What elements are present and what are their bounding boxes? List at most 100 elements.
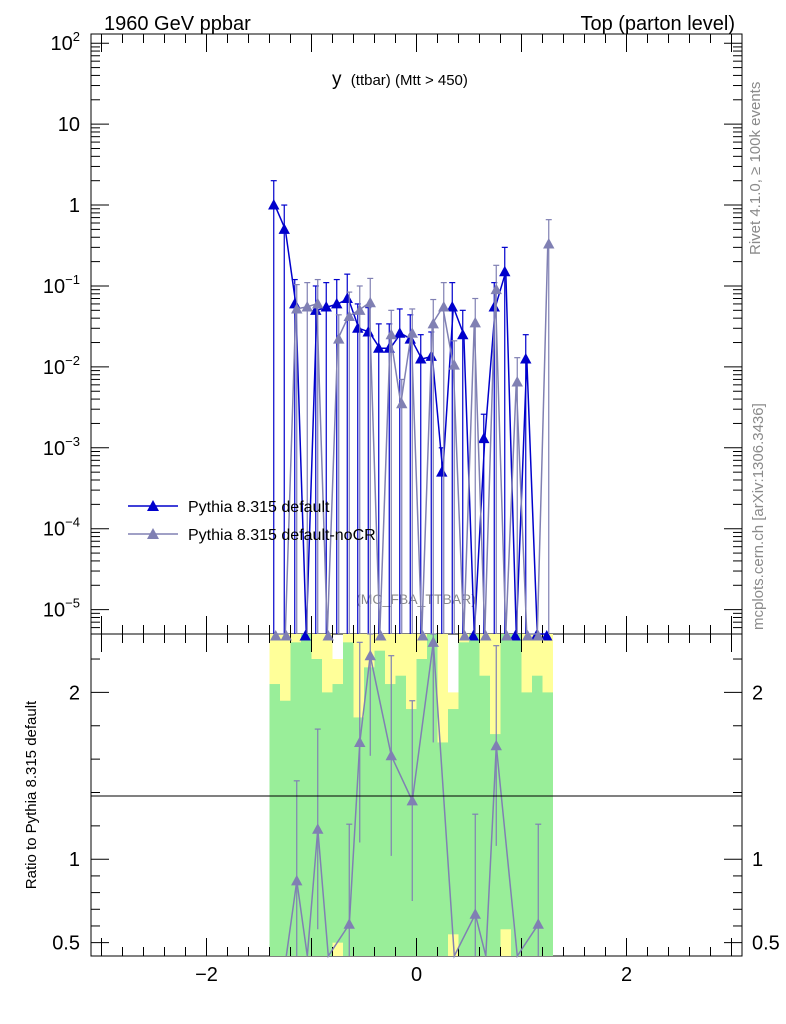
series-nocr-point	[406, 327, 418, 338]
legend-entry-nocr: Pythia 8.315 default-noCR	[128, 527, 376, 544]
ratio-point	[343, 918, 355, 929]
series-nocr-point	[291, 302, 303, 314]
series-default-point	[310, 304, 322, 315]
y-tick-label: 10−5	[43, 596, 80, 622]
series-nocr-point	[438, 300, 450, 312]
series-nocr-point	[396, 397, 408, 409]
legend-label-nocr: Pythia 8.315 default-noCR	[188, 527, 376, 544]
band-inner-bin	[542, 692, 553, 956]
y-tick-mantissa: 10	[51, 33, 73, 55]
y-tick-label: 102	[51, 29, 80, 55]
ratio-point	[364, 649, 376, 661]
ratio-series	[285, 633, 544, 959]
band-inner-bin	[500, 634, 511, 930]
legend-marker-default	[147, 500, 159, 511]
series-nocr-point-offscale	[280, 630, 292, 641]
y-tick-mantissa: 1	[69, 195, 80, 217]
band-inner-bin	[280, 700, 291, 956]
y-tick-exponent: −1	[65, 272, 80, 287]
y-tick-mantissa: 10	[43, 519, 65, 541]
band-inner-bin	[374, 650, 385, 956]
series-nocr-point-offscale	[459, 630, 471, 641]
band-inner-bin	[322, 692, 333, 956]
y-tick-mantissa: 10	[43, 276, 65, 298]
series-default-point	[341, 292, 353, 304]
band-inner-bin	[385, 684, 396, 956]
ratio-y-tick-label-left: 1	[69, 849, 80, 871]
ratio-point	[427, 636, 439, 647]
series-nocr-point	[427, 317, 439, 329]
y-tick-mantissa: 10	[43, 600, 65, 622]
y-tick-label: 10−1	[43, 272, 80, 298]
y-tick-label: 10−4	[43, 515, 80, 541]
series-default-point	[352, 322, 364, 333]
series-nocr-point-offscale	[417, 630, 429, 641]
legend: Pythia 8.315 default Pythia 8.315 defaul…	[128, 499, 376, 544]
series-default-point	[415, 353, 427, 364]
series-nocr-point	[364, 296, 376, 308]
ratio-point	[312, 823, 324, 834]
chart-title: y (ttbar) (Mtt > 450)	[332, 69, 468, 90]
ratio-point	[532, 918, 544, 929]
series-nocr-point-offscale	[375, 630, 387, 641]
series-nocr-point	[343, 310, 355, 321]
series-default-point	[362, 325, 374, 337]
series-nocr-point	[385, 328, 397, 340]
band-inner-bin	[458, 642, 469, 956]
band-inner-bin	[353, 717, 364, 956]
series-nocr-point-offscale	[532, 630, 544, 641]
series-default-point	[278, 223, 290, 234]
band-inner-bin	[448, 709, 459, 935]
data-series	[268, 180, 555, 641]
series-nocr-point	[354, 304, 366, 315]
header-left-label: 1960 GeV ppbar	[104, 13, 251, 35]
rivet-version-label: Rivet 4.1.0, ≥ 100k events	[747, 82, 764, 255]
main-panel-frame	[90, 33, 743, 635]
series-default-point	[436, 466, 448, 477]
series-default-point-offscale	[299, 630, 311, 641]
ratio-point	[385, 749, 397, 761]
ratio-uncertainty-band	[269, 634, 553, 956]
band-inner-bin	[311, 659, 322, 956]
y-tick-exponent: 2	[73, 29, 80, 44]
series-default-point	[331, 297, 343, 309]
analysis-watermark: (MC_FBA_TTBAR)	[356, 591, 476, 607]
band-inner-bin	[521, 692, 532, 956]
band-inner-bin	[490, 734, 501, 956]
band-inner-bin	[290, 642, 301, 956]
series-nocr-point	[543, 238, 555, 249]
chart-title-main: y	[332, 69, 342, 90]
x-tick-label: 2	[621, 964, 632, 986]
band-inner-bin	[427, 634, 438, 956]
x-tick-label: −2	[195, 964, 218, 986]
chart-title-sub: (ttbar) (Mtt > 450)	[351, 72, 468, 89]
series-default-point	[499, 265, 511, 277]
ratio-y-tick-label-right: 2	[752, 682, 763, 704]
series-nocr-point	[301, 300, 313, 312]
series-nocr-point	[333, 333, 345, 344]
mcplots-label: mcplots.cern.ch [arXiv:1306.3436]	[750, 403, 767, 630]
series-default-point	[373, 342, 385, 353]
band-inner-bin	[469, 634, 480, 956]
y-tick-label: 10−3	[43, 434, 80, 460]
band-inner-bin	[532, 675, 543, 956]
legend-marker-nocr	[147, 528, 159, 539]
series-nocr-point-offscale	[522, 630, 534, 641]
ratio-point	[490, 739, 502, 751]
ratio-point	[354, 736, 366, 747]
band-inner-bin	[364, 667, 375, 956]
y-tick-exponent: −5	[65, 596, 80, 611]
ratio-point	[469, 908, 481, 919]
y-tick-label: 10	[58, 114, 80, 136]
header-right-label: Top (parton level)	[580, 13, 735, 35]
x-tick-label: 0	[411, 964, 422, 986]
band-inner-bin	[479, 675, 490, 956]
band-inner-bin	[406, 709, 417, 956]
ratio-ylabel: Ratio to Pythia 8.315 default	[23, 700, 40, 889]
band-inner-bin	[343, 642, 354, 956]
ratio-y-tick-label-right: 1	[752, 849, 763, 871]
series-nocr-point-offscale	[501, 630, 513, 641]
band-inner-bin	[437, 742, 448, 956]
y-tick-mantissa: 10	[58, 114, 80, 136]
